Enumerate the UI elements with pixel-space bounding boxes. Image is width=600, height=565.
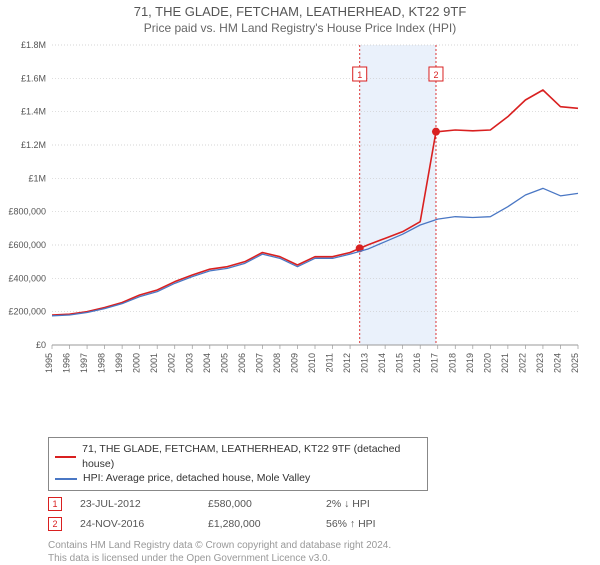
svg-text:2011: 2011 (325, 353, 335, 372)
svg-text:2020: 2020 (482, 353, 492, 373)
sale-record: 1 23-JUL-2012 £580,000 2% ↓ HPI (48, 497, 600, 511)
svg-text:2018: 2018 (447, 353, 457, 373)
sale-date: 24-NOV-2016 (80, 518, 190, 530)
sale-price: £580,000 (208, 498, 308, 510)
svg-text:£1.4M: £1.4M (21, 107, 46, 117)
line-chart: £0 £200,000 £400,000 £600,000 £800,000 £1M £1.… (0, 35, 600, 395)
svg-text:2013: 2013 (360, 353, 370, 373)
svg-text:£1.8M: £1.8M (21, 40, 46, 50)
svg-text:2010: 2010 (307, 353, 317, 373)
attribution-footer: Contains HM Land Registry data © Crown c… (48, 539, 600, 565)
legend-label: 71, THE GLADE, FETCHAM, LEATHERHEAD, KT2… (82, 442, 421, 471)
svg-text:£1M: £1M (28, 173, 46, 183)
svg-text:2019: 2019 (465, 353, 475, 373)
sale-delta: 56% ↑ HPI (326, 518, 376, 530)
sale-date: 23-JUL-2012 (80, 498, 190, 510)
svg-text:2015: 2015 (395, 353, 405, 373)
sale-badge: 1 (48, 497, 62, 511)
svg-text:2008: 2008 (272, 353, 282, 373)
svg-text:2003: 2003 (184, 353, 194, 373)
svg-text:2002: 2002 (167, 353, 177, 373)
svg-text:2000: 2000 (132, 353, 142, 373)
legend-label: HPI: Average price, detached house, Mole… (83, 471, 310, 486)
legend-swatch (55, 478, 77, 480)
svg-text:2014: 2014 (377, 353, 387, 373)
sale-badge: 2 (48, 517, 62, 531)
svg-text:1999: 1999 (114, 353, 124, 373)
legend: 71, THE GLADE, FETCHAM, LEATHERHEAD, KT2… (48, 437, 428, 491)
svg-text:2006: 2006 (237, 353, 247, 373)
sale-delta: 2% ↓ HPI (326, 498, 370, 510)
svg-text:£200,000: £200,000 (8, 307, 46, 317)
svg-text:£0: £0 (36, 340, 46, 350)
legend-swatch (55, 456, 76, 458)
chart-subtitle: Price paid vs. HM Land Registry's House … (0, 21, 600, 35)
svg-text:£400,000: £400,000 (8, 273, 46, 283)
svg-text:2023: 2023 (535, 353, 545, 373)
svg-text:2017: 2017 (430, 353, 440, 373)
svg-text:1: 1 (357, 70, 362, 80)
chart-title: 71, THE GLADE, FETCHAM, LEATHERHEAD, KT2… (0, 4, 600, 19)
sale-record: 2 24-NOV-2016 £1,280,000 56% ↑ HPI (48, 517, 600, 531)
svg-text:1995: 1995 (44, 353, 54, 373)
svg-text:2004: 2004 (202, 353, 212, 373)
legend-item: HPI: Average price, detached house, Mole… (55, 471, 421, 486)
footer-line: This data is licensed under the Open Gov… (48, 552, 600, 565)
svg-text:1997: 1997 (79, 353, 89, 373)
svg-text:2024: 2024 (552, 353, 562, 373)
svg-text:£800,000: £800,000 (8, 207, 46, 217)
chart-area: £0 £200,000 £400,000 £600,000 £800,000 £1M £1.… (0, 35, 600, 395)
svg-text:2001: 2001 (149, 353, 159, 373)
svg-text:2016: 2016 (412, 353, 422, 373)
sale-price: £1,280,000 (208, 518, 308, 530)
svg-text:2009: 2009 (289, 353, 299, 373)
svg-text:£1.6M: £1.6M (21, 73, 46, 83)
svg-text:1996: 1996 (62, 353, 72, 373)
footer-line: Contains HM Land Registry data © Crown c… (48, 539, 600, 552)
svg-text:2007: 2007 (254, 353, 264, 373)
svg-text:2022: 2022 (517, 353, 527, 373)
svg-text:£600,000: £600,000 (8, 240, 46, 250)
svg-text:2012: 2012 (342, 353, 352, 373)
svg-text:2025: 2025 (570, 353, 580, 373)
svg-text:£1.2M: £1.2M (21, 140, 46, 150)
svg-text:2005: 2005 (219, 353, 229, 373)
svg-text:1998: 1998 (97, 353, 107, 373)
svg-text:2: 2 (433, 70, 438, 80)
legend-item: 71, THE GLADE, FETCHAM, LEATHERHEAD, KT2… (55, 442, 421, 471)
svg-text:2021: 2021 (500, 353, 510, 373)
